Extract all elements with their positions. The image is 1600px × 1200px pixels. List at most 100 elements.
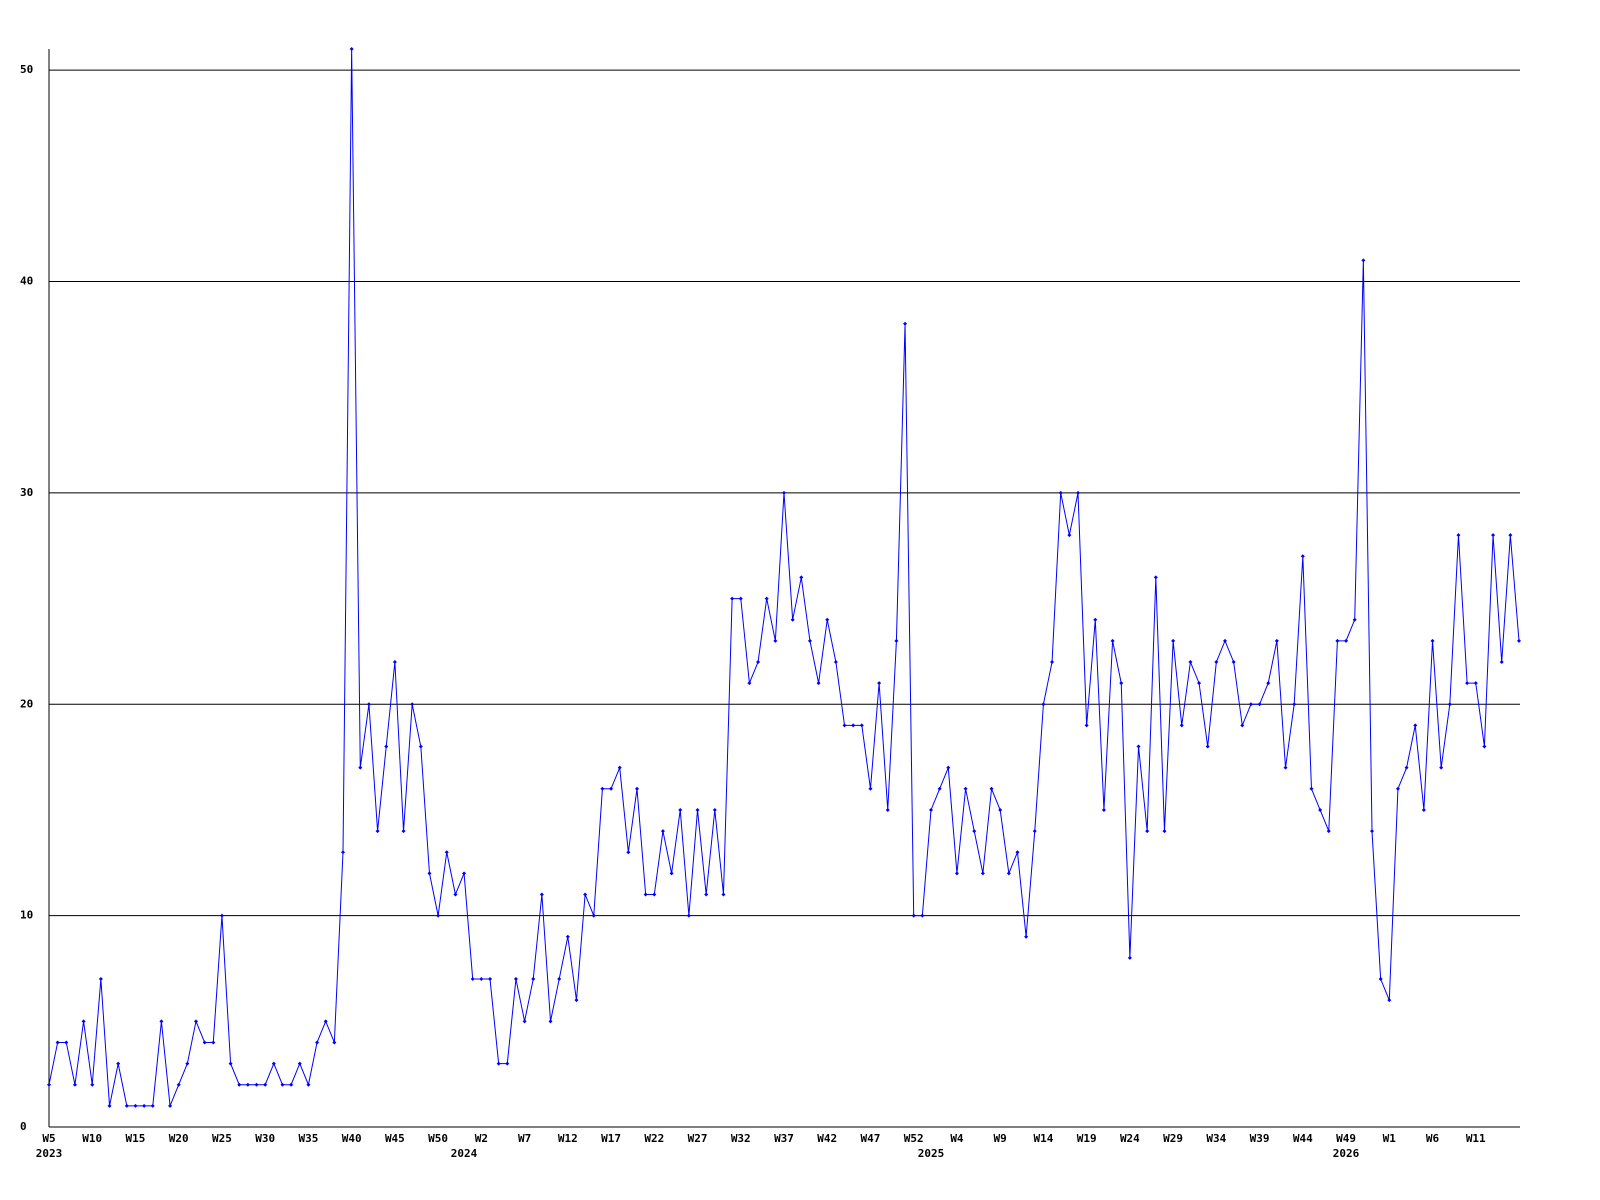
marker [1205,744,1210,749]
marker [574,998,579,1003]
marker [1292,702,1297,707]
x-tick-label: W10 [82,1132,102,1145]
marker [1145,829,1150,834]
marker [600,786,605,791]
marker [211,1040,216,1045]
marker [194,1019,198,1024]
x-tick-label: W9 [994,1132,1007,1145]
marker [980,871,985,876]
marker [833,659,838,664]
marker [635,786,639,791]
marker [315,1040,320,1045]
x-tick-label: W32 [731,1132,751,1145]
marker [548,1019,553,1024]
marker [903,321,908,326]
marker [1421,807,1426,812]
x-tick-label: W25 [212,1132,232,1145]
marker [1197,681,1202,686]
marker [219,913,224,918]
x-tick-label: W24 [1120,1132,1140,1145]
marker [1240,723,1245,728]
marker [738,596,743,601]
marker [894,638,899,643]
marker [825,617,830,622]
marker [1119,681,1124,686]
marker [323,1019,328,1024]
marker [176,1082,181,1087]
marker [1266,681,1271,686]
marker [721,892,726,897]
marker [341,850,345,855]
marker [963,786,968,791]
y-tick-label: 10 [20,909,33,922]
marker [72,1082,77,1087]
x-tick-label: W14 [1033,1132,1053,1145]
marker [1188,659,1193,664]
marker [453,892,458,897]
marker [159,1019,164,1024]
marker [401,829,406,834]
marker [799,575,804,580]
marker [859,723,864,728]
marker [851,723,856,728]
x-tick-label: W12 [558,1132,578,1145]
marker [764,596,769,601]
marker [1491,533,1496,538]
marker [1223,638,1227,643]
x-tick-label: W35 [298,1132,318,1145]
x-tick-label: W15 [126,1132,146,1145]
marker [202,1040,207,1045]
marker [911,913,916,918]
x-tick-label: W37 [774,1132,794,1145]
marker [47,1082,51,1087]
marker [64,1040,69,1045]
marker [410,702,415,707]
marker [1465,681,1470,686]
x-tick-label: W39 [1250,1132,1270,1145]
marker [142,1103,147,1108]
marker [1050,659,1055,664]
x-tick-label: W44 [1293,1132,1313,1145]
x-tick-label: W29 [1163,1132,1183,1145]
marker [782,490,786,495]
marker [1499,659,1504,664]
marker [972,829,977,834]
marker [1283,765,1288,770]
marker [946,765,951,770]
marker [877,681,882,686]
x-year-label: 2023 [36,1147,63,1160]
marker [1058,490,1063,495]
marker [773,638,778,643]
marker [245,1082,250,1087]
x-tick-label: W19 [1077,1132,1097,1145]
marker [1179,723,1184,728]
marker [1344,638,1349,643]
marker [1015,850,1020,855]
marker [444,850,449,855]
marker [522,1019,527,1024]
marker [1162,829,1167,834]
marker [756,659,761,664]
marker [185,1061,190,1066]
marker [1032,829,1037,834]
marker [436,913,441,918]
x-year-label: 2024 [451,1147,478,1160]
marker [228,1061,233,1066]
marker [1257,702,1262,707]
x-tick-label: W47 [861,1132,881,1145]
marker [1110,638,1115,643]
marker [384,744,389,749]
x-year-label: 2025 [918,1147,945,1160]
marker [306,1082,311,1087]
x-tick-label: W42 [817,1132,837,1145]
marker [669,871,674,876]
marker [842,723,847,728]
marker [1214,659,1219,664]
marker [695,807,700,812]
marker [1517,638,1521,643]
marker [254,1082,259,1087]
marker [712,807,717,812]
